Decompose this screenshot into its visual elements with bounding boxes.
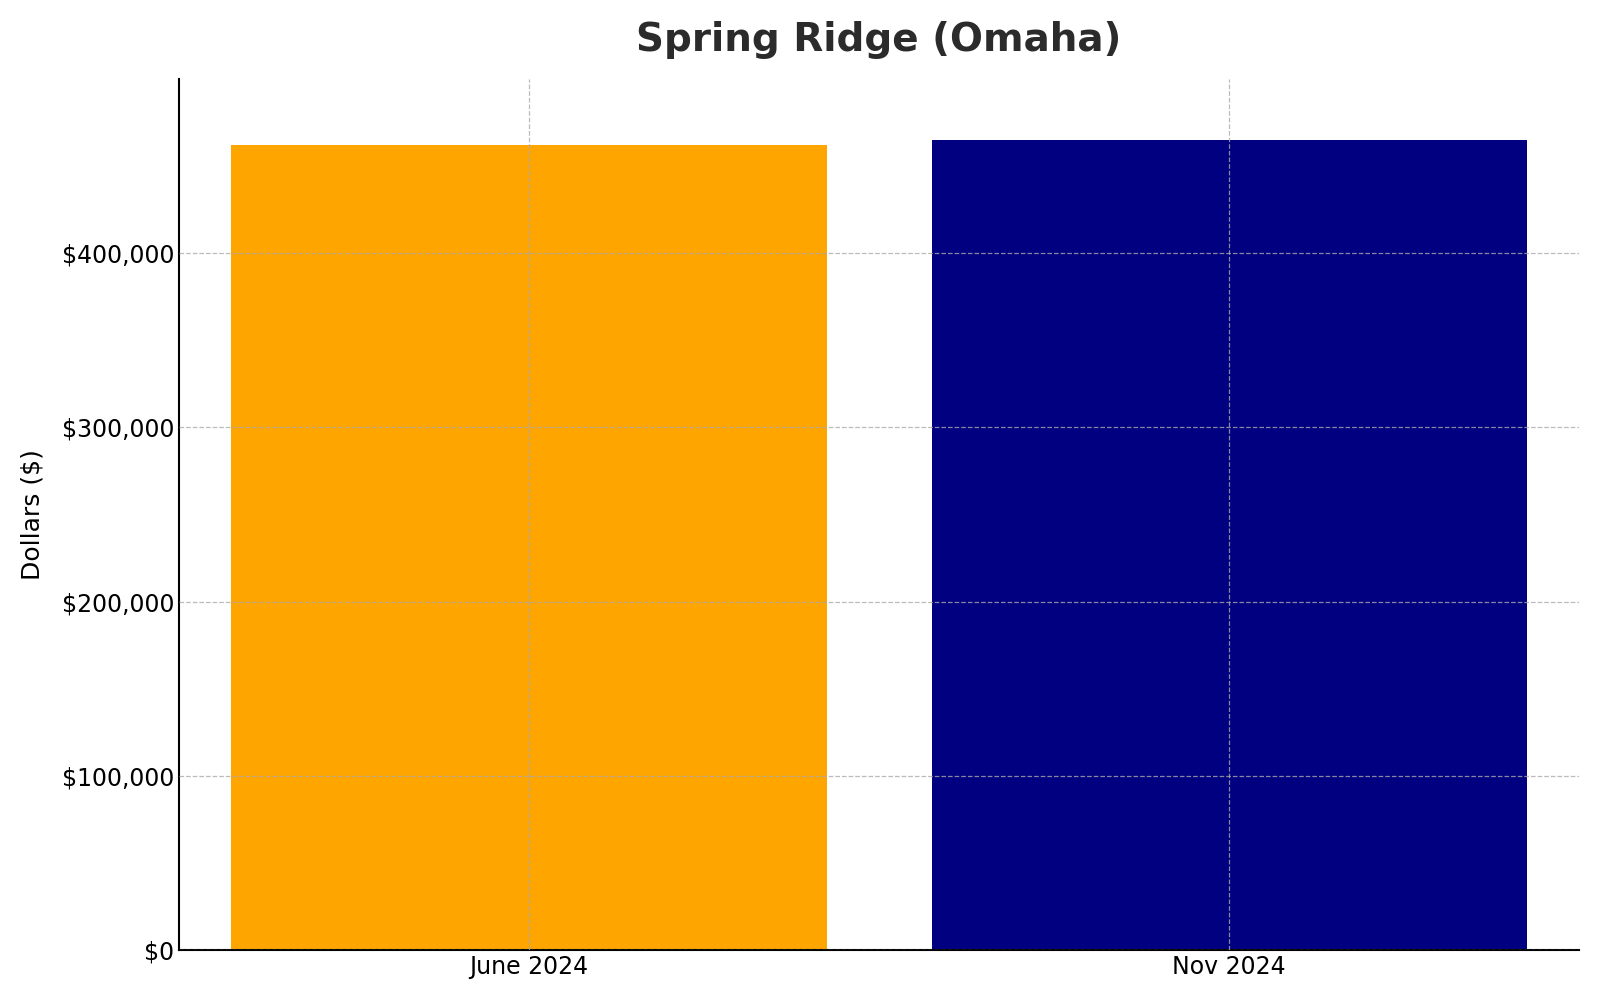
Y-axis label: Dollars ($): Dollars ($) [21, 449, 45, 580]
Title: Spring Ridge (Omaha): Spring Ridge (Omaha) [637, 21, 1122, 59]
Bar [931, 140, 1526, 950]
Bar [232, 145, 827, 950]
